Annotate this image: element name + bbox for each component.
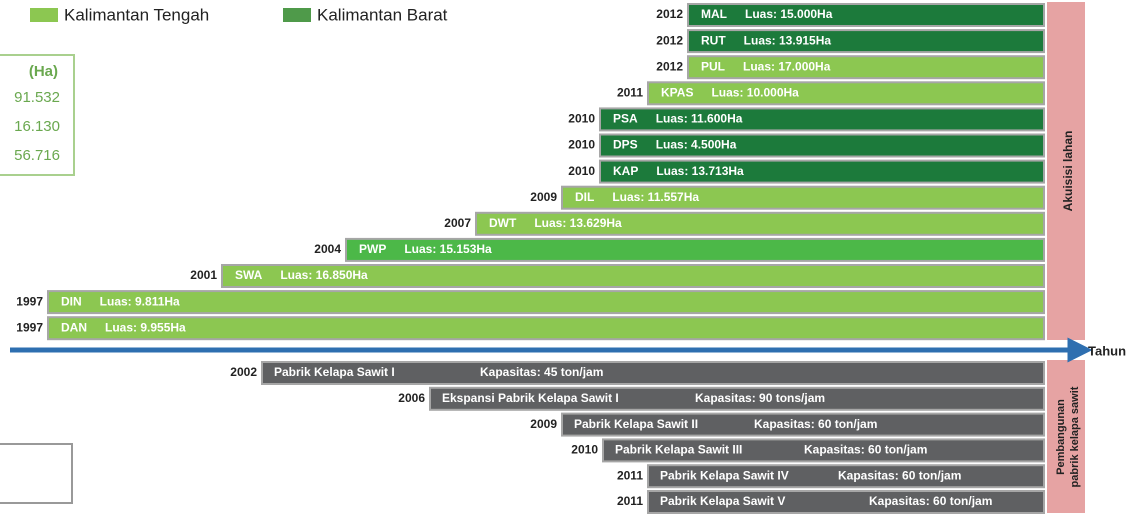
- land-year: 2012: [656, 33, 683, 47]
- summary-value: 56.716: [14, 147, 60, 164]
- mill-name: Ekspansi Pabrik Kelapa Sawit I: [442, 391, 619, 405]
- land-area: Luas: 13.713Ha: [656, 164, 744, 178]
- land-bar: [687, 3, 1045, 27]
- land-panel-label: Akuisisi lahan: [1061, 131, 1075, 212]
- mill-capacity: Kapasitas: 45 ton/jam: [480, 365, 603, 379]
- summary-value: 91.532: [14, 89, 60, 106]
- land-bar: [599, 133, 1045, 158]
- land-bar: [647, 81, 1045, 106]
- summary-unit: (Ha): [29, 63, 58, 80]
- land-year: 2009: [530, 190, 557, 204]
- land-area: Luas: 13.915Ha: [744, 33, 832, 47]
- land-bar: [47, 316, 1045, 341]
- land-code: DWT: [489, 216, 517, 230]
- land-bar: [687, 29, 1045, 54]
- land-code: KAP: [613, 164, 638, 178]
- land-year: 2007: [444, 216, 471, 230]
- legend-swatch: [283, 8, 311, 22]
- land-code: PUL: [701, 59, 725, 73]
- mill-name: Pabrik Kelapa Sawit IV: [660, 468, 789, 482]
- summary-value: 16.130: [14, 118, 60, 135]
- land-code: DIL: [575, 190, 594, 204]
- legend-label: Kalimantan Tengah: [64, 5, 209, 24]
- land-code: PSA: [613, 112, 638, 126]
- legend-swatch: [30, 8, 58, 22]
- land-year: 2012: [656, 7, 683, 21]
- land-code: SWA: [235, 268, 263, 282]
- land-year: 2010: [568, 138, 595, 152]
- land-code: DPS: [613, 138, 638, 152]
- land-code: MAL: [701, 7, 727, 21]
- land-area: Luas: 13.629Ha: [534, 216, 622, 230]
- land-year: 2004: [314, 242, 341, 256]
- mill-year: 2009: [530, 417, 557, 431]
- land-code: KPAS: [661, 85, 693, 99]
- mill-bar: [561, 412, 1045, 437]
- mill-capacity: Kapasitas: 90 tons/jam: [695, 391, 825, 405]
- land-area: Luas: 16.850Ha: [280, 268, 368, 282]
- mill-capacity: Kapasitas: 60 ton/jam: [804, 443, 927, 457]
- land-area: Luas: 11.600Ha: [656, 112, 743, 126]
- land-area: Luas: 9.955Ha: [105, 320, 186, 334]
- land-bar: [475, 211, 1045, 236]
- land-bar: [599, 159, 1045, 184]
- land-area: Luas: 15.000Ha: [745, 7, 833, 21]
- mill-panel: [1047, 360, 1085, 513]
- mill-year: 2006: [398, 391, 425, 405]
- land-year: 2012: [656, 59, 683, 73]
- mill-bar: [647, 464, 1045, 489]
- mill-panel-label: Pembangunan: [1055, 399, 1067, 475]
- mill-bar: [261, 361, 1045, 385]
- land-year: 1997: [16, 294, 43, 308]
- mill-name: Pabrik Kelapa Sawit I: [274, 365, 395, 379]
- mill-panel-label: pabrik kelapa sawit: [1069, 386, 1081, 487]
- mill-year: 2002: [230, 365, 257, 379]
- mill-year: 2011: [617, 494, 643, 508]
- land-code: DAN: [61, 320, 87, 334]
- land-panel: [1047, 2, 1085, 340]
- land-area: Luas: 10.000Ha: [711, 85, 799, 99]
- summary-box: [0, 54, 75, 176]
- land-area: Luas: 15.153Ha: [404, 242, 492, 256]
- land-code: RUT: [701, 33, 726, 47]
- land-bar: [47, 290, 1045, 315]
- land-area: Luas: 11.557Ha: [612, 190, 699, 204]
- mill-name: Pabrik Kelapa Sawit II: [574, 417, 698, 431]
- land-code: DIN: [61, 294, 82, 308]
- land-area: Luas: 17.000Ha: [743, 59, 831, 73]
- land-bar: [345, 237, 1045, 262]
- legend-label: Kalimantan Barat: [317, 5, 448, 24]
- land-year: 2010: [568, 112, 595, 126]
- mill-bar: [602, 438, 1045, 463]
- mill-capacity: Kapasitas: 60 ton/jam: [754, 417, 877, 431]
- empty-box: [0, 443, 73, 504]
- land-year: 2001: [190, 268, 217, 282]
- mill-name: Pabrik Kelapa Sawit V: [660, 494, 785, 508]
- land-year: 2011: [617, 85, 643, 99]
- mill-year: 2010: [571, 443, 598, 457]
- land-year: 1997: [16, 320, 43, 334]
- land-bar: [561, 185, 1045, 210]
- mill-bar: [429, 386, 1045, 411]
- axis-label: Tahun: [1088, 343, 1126, 358]
- land-area: Luas: 9.811Ha: [100, 294, 180, 308]
- land-bar: [687, 55, 1045, 80]
- mill-name: Pabrik Kelapa Sawit III: [615, 443, 742, 457]
- mill-year: 2011: [617, 468, 643, 482]
- land-bar: [221, 264, 1045, 288]
- land-code: PWP: [359, 242, 386, 256]
- land-year: 2010: [568, 164, 595, 178]
- mill-capacity: Kapasitas: 60 ton/jam: [869, 494, 992, 508]
- land-area: Luas: 4.500Ha: [656, 138, 737, 152]
- mill-capacity: Kapasitas: 60 ton/jam: [838, 468, 961, 482]
- mill-bar: [647, 490, 1045, 514]
- land-bar: [599, 107, 1045, 132]
